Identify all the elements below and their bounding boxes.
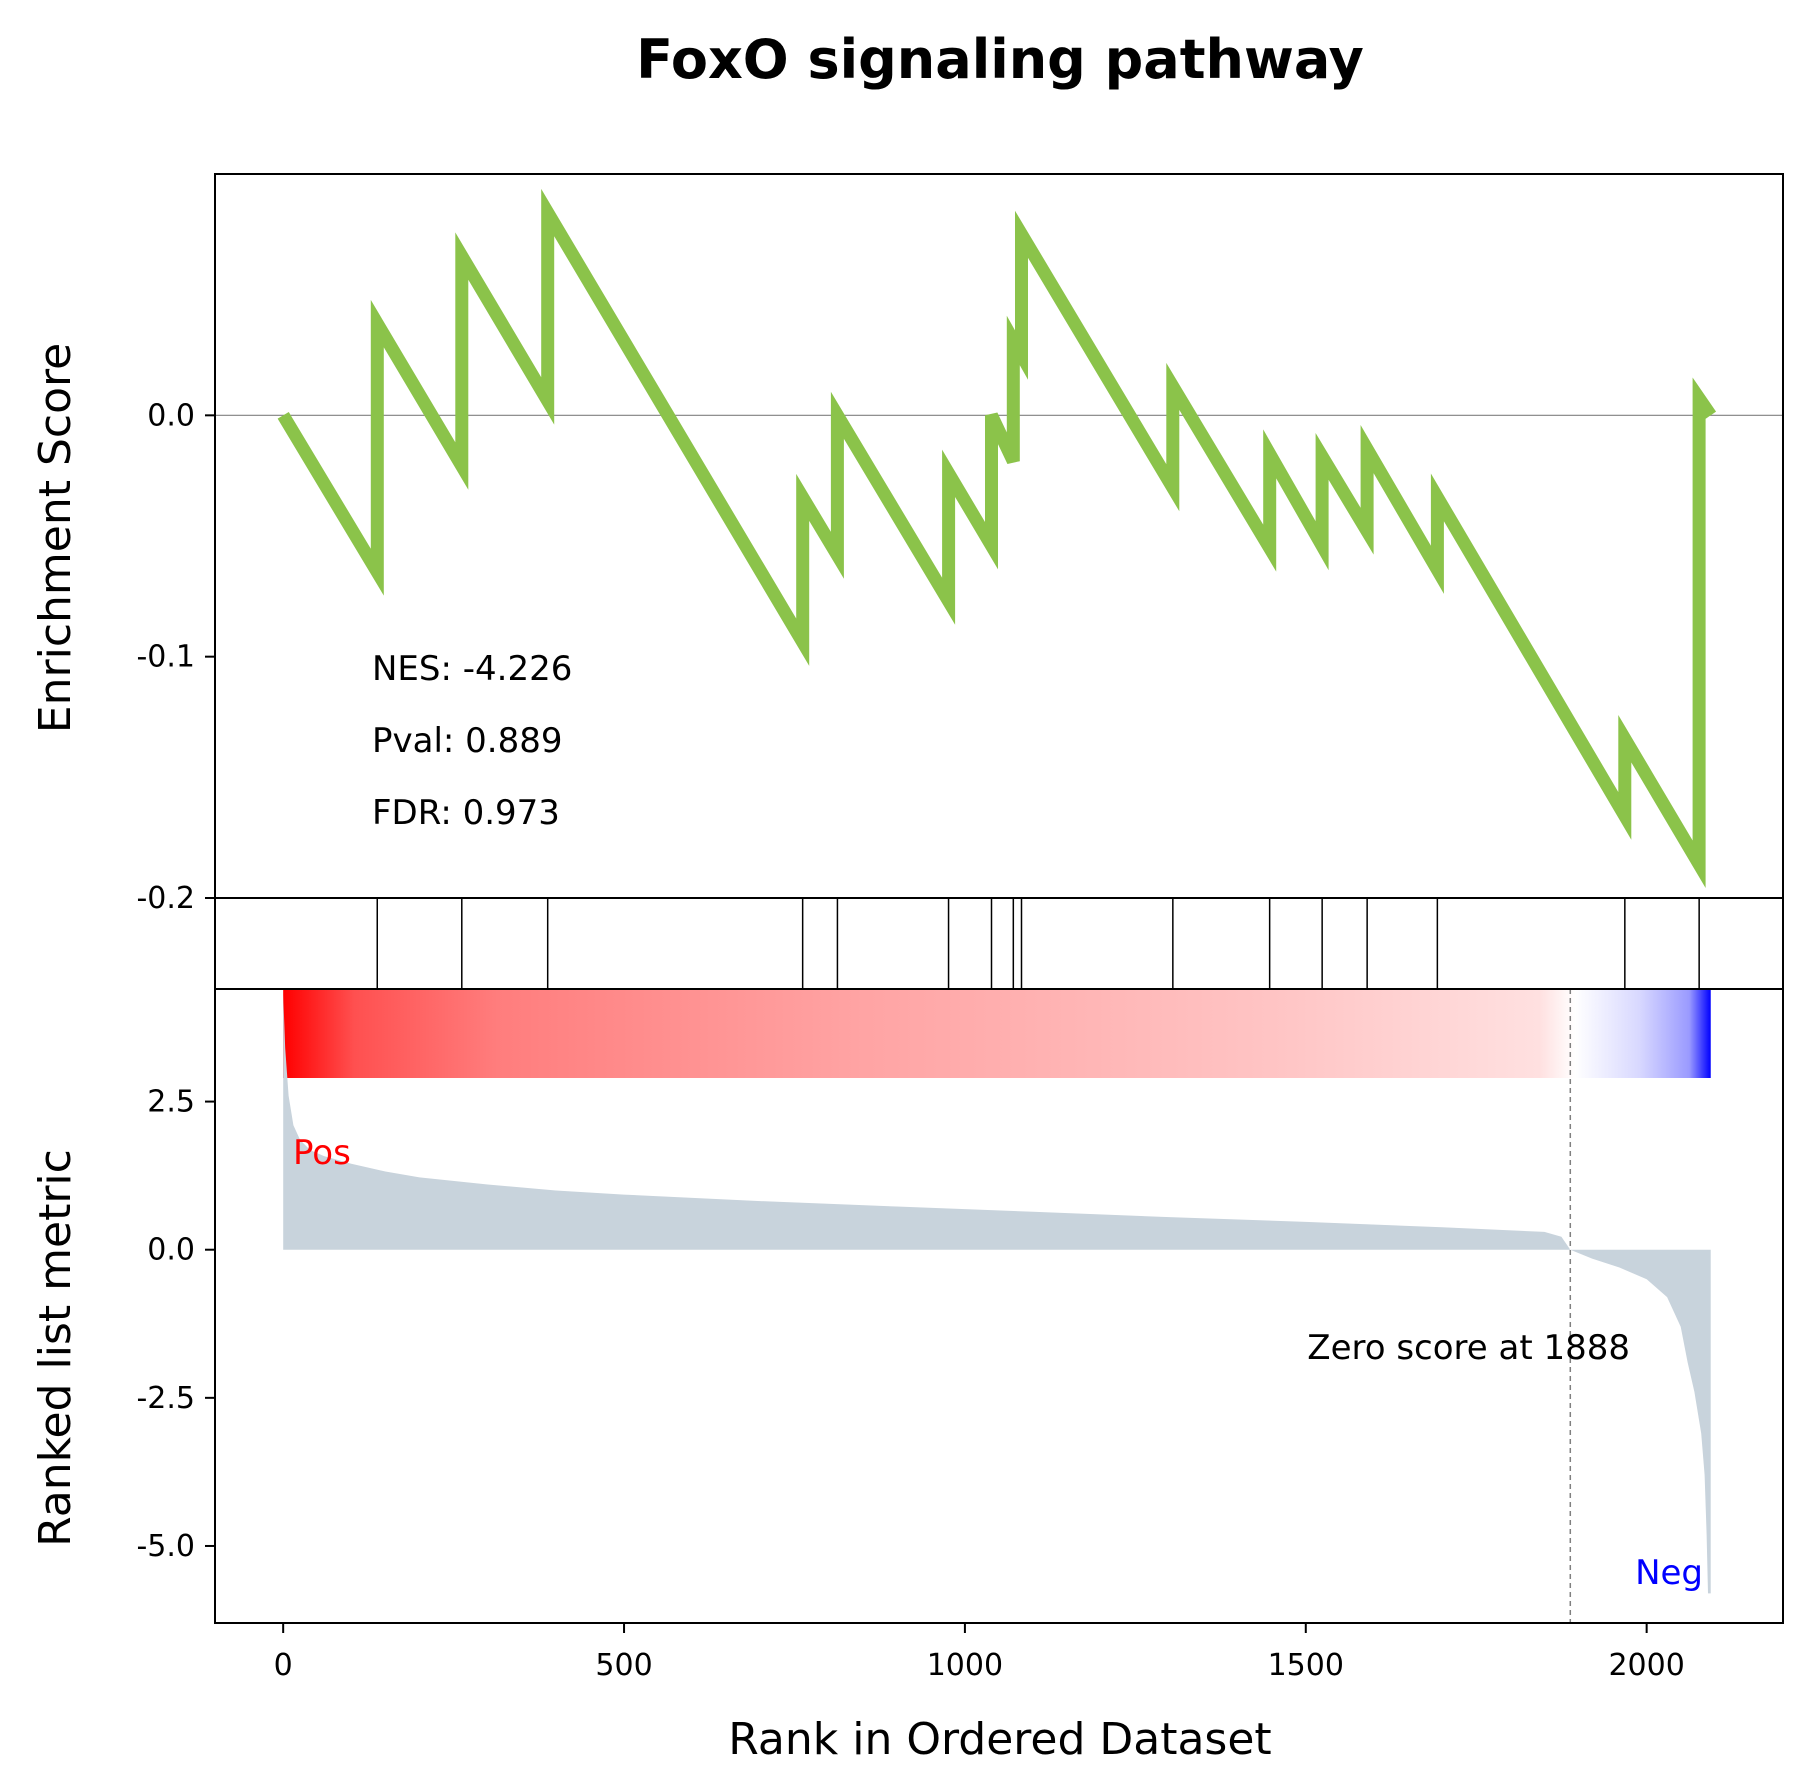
enrichment-score-line [277, 188, 1717, 888]
es-y-tick-label: -0.2 [136, 881, 195, 916]
x-axis-ticks: 0 500 1000 1500 2000 [274, 1623, 1685, 1683]
es-y-ticks: 0.0 -0.1 -0.2 [136, 398, 215, 916]
metric-y-axis-label: Ranked list metric [30, 1149, 81, 1547]
fdr-stat: FDR: 0.973 [372, 793, 560, 833]
x-axis-label: Rank in Ordered Dataset [728, 1714, 1271, 1765]
ranked-metric-area [283, 994, 1711, 1594]
zero-score-label: Zero score at 1888 [1307, 1328, 1630, 1368]
hits-frame [214, 897, 1784, 990]
metric-y-tick-label: -2.5 [136, 1381, 195, 1416]
x-tick-label: 500 [595, 1648, 652, 1683]
es-y-axis-label: Enrichment Score [30, 343, 81, 733]
ranked-metric-panel: Zero score at 1888 Pos Neg 2.5 0.0 -2.5 -5.… [30, 989, 1711, 1623]
es-y-tick-label: -0.1 [136, 640, 195, 675]
pos-label: Pos [293, 1133, 351, 1173]
x-tick-label: 2000 [1608, 1648, 1684, 1683]
x-tick-label: 1500 [1268, 1648, 1344, 1683]
metric-frame [214, 988, 1784, 1624]
chart-title: FoxO signaling pathway [636, 28, 1364, 91]
x-tick-label: 1000 [927, 1648, 1003, 1683]
hit-markers [376, 898, 1700, 989]
enrichment-frame [214, 173, 1784, 899]
neg-label: Neg [1635, 1553, 1703, 1593]
metric-y-ticks: 2.5 0.0 -2.5 -5.0 [136, 1085, 215, 1564]
metric-y-tick-label: -5.0 [136, 1529, 195, 1564]
x-tick-label: 0 [274, 1648, 293, 1683]
es-y-tick-label: 0.0 [147, 398, 195, 433]
nes-stat: NES: -4.226 [372, 649, 572, 689]
metric-y-tick-label: 2.5 [147, 1085, 195, 1120]
pval-stat: Pval: 0.889 [372, 721, 563, 761]
enrichment-panel: NES: -4.226 Pval: 0.889 FDR: 0.973 0.0 -0… [30, 188, 1783, 916]
rank-color-bar [283, 989, 1711, 1078]
metric-y-tick-label: 0.0 [147, 1233, 195, 1268]
